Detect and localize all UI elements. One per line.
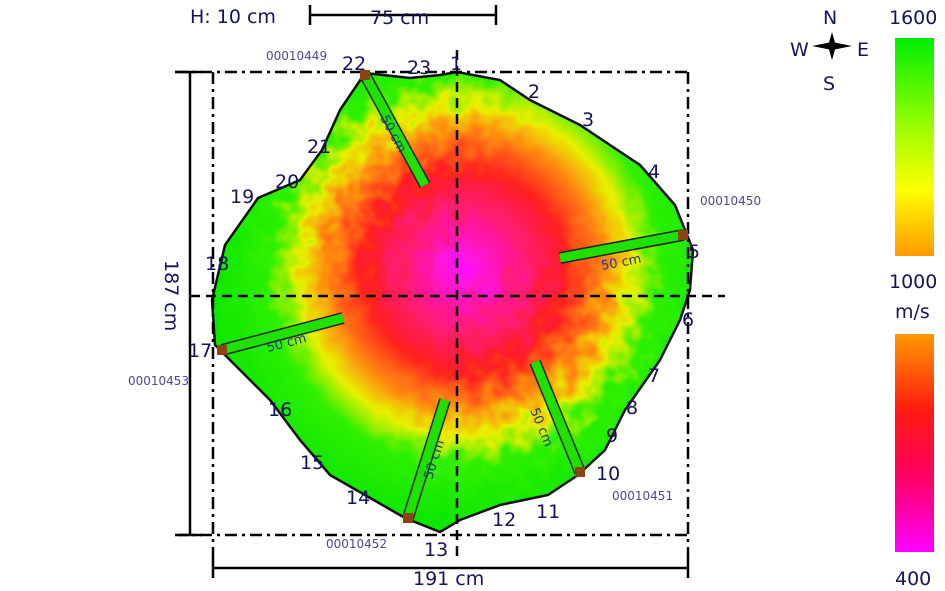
compass: N S W E: [790, 7, 869, 95]
sensor-label: 9: [606, 425, 618, 447]
legend-bar-lower: [895, 334, 934, 552]
compass-w: W: [790, 39, 809, 61]
sensor-label: 20: [275, 171, 299, 193]
sensor-label: 14: [346, 487, 370, 509]
drill-profile: [220, 313, 345, 355]
compass-n: N: [823, 7, 837, 29]
drill-start-marker: [575, 467, 585, 477]
sensor-label: 13: [424, 539, 448, 561]
sensor-label: 7: [648, 365, 660, 387]
legend-mid: 1000: [889, 271, 937, 293]
compass-e: E: [857, 39, 869, 61]
sensor-label: 11: [536, 501, 560, 523]
drill-start-marker: [360, 70, 370, 80]
scale-bar-label: 75 cm: [370, 7, 429, 29]
bounding-frame: [175, 70, 690, 560]
legend-min: 400: [895, 568, 931, 590]
drill-start-marker: [678, 230, 688, 240]
drill-start-marker: [403, 513, 413, 523]
sensor-label: 3: [582, 109, 594, 131]
drill-id-label: 00010453: [128, 374, 189, 388]
drill-length-label: 50 cm: [600, 252, 643, 274]
sensor-label: 2: [528, 81, 540, 103]
drill-00010450: 50 cm 00010450: [558, 194, 761, 274]
drill-profile: [403, 398, 450, 520]
sensor-label: 18: [205, 253, 229, 275]
drill-id-label: 00010449: [266, 49, 327, 63]
drill-id-label: 00010450: [700, 194, 761, 208]
compass-s: S: [823, 73, 835, 95]
drill-profile: [361, 72, 429, 188]
legend-bar-upper: [895, 38, 934, 256]
sensor-label: 6: [682, 309, 694, 331]
dimension-lines: [178, 5, 690, 578]
drill-profile: [530, 360, 585, 474]
vertical-dimension: 187 cm: [160, 260, 182, 331]
height-label: H: 10 cm: [190, 6, 276, 28]
drill-id-label: 00010451: [612, 489, 673, 503]
sensor-label: 22: [342, 53, 366, 75]
sensor-label: 12: [492, 509, 516, 531]
sensor-label: 23: [407, 57, 431, 79]
compass-rose-icon: [812, 32, 852, 60]
legend-max: 1600: [889, 7, 937, 29]
drill-start-marker: [217, 345, 227, 355]
sensor-label: 17: [188, 340, 212, 362]
sensor-label: 15: [300, 452, 324, 474]
sensor-label: 10: [596, 463, 620, 485]
color-legend: 1600 1000 m/s 400: [889, 7, 937, 590]
sensor-label: 5: [688, 241, 700, 263]
sensor-label: 4: [648, 161, 660, 183]
drill-profile: [559, 230, 684, 263]
sensor-label: 1: [450, 53, 462, 75]
sensor-label: 19: [230, 186, 254, 208]
sensor-label: 8: [626, 397, 638, 419]
drill-id-label: 00010452: [326, 537, 387, 551]
center-crosshair: [190, 50, 725, 560]
sensor-label: 21: [307, 136, 331, 158]
legend-unit: m/s: [895, 301, 930, 323]
sensor-label: 16: [268, 399, 292, 421]
horizontal-dimension: 191 cm: [413, 568, 484, 590]
trunk-outline: [210, 70, 695, 534]
